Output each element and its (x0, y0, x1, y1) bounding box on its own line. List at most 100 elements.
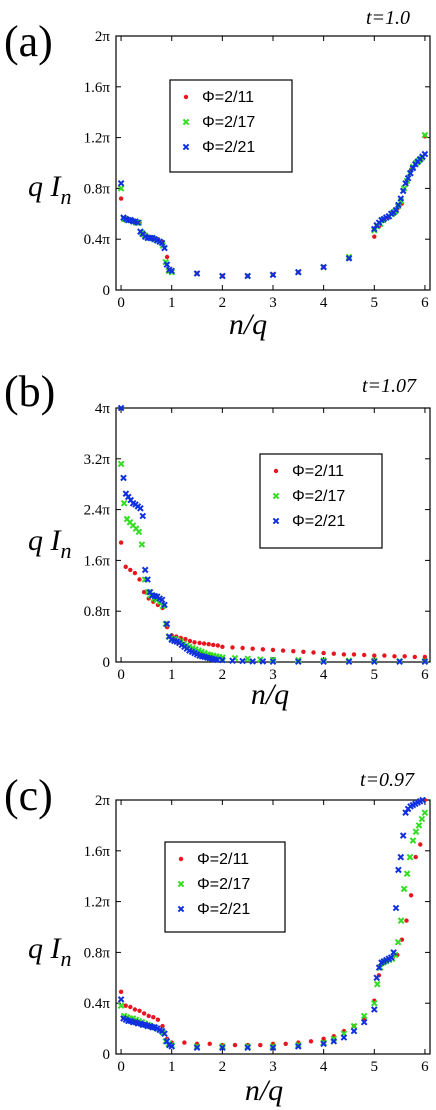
panel-a-point-series-3 (134, 219, 142, 227)
panel-b-point-series-1 (280, 648, 286, 653)
panel-b-point-series-3 (370, 658, 378, 666)
panel-a-point-series-3 (161, 244, 168, 252)
panel-a: (a) t=1.0 q In n/q 0 1 2 3 4 5 6 0 0.4π 0.8π 1.2π 1… (4, 7, 431, 341)
panel-c-ytick-label: 0 (103, 1047, 111, 1063)
panel-a-point-series-3 (395, 201, 402, 209)
panel-b-point-series-3 (213, 656, 221, 664)
panel-c-point-series-1 (207, 1041, 212, 1047)
panel-a-legend-items: Φ=2/11 Φ=2/17 Φ=2/21 (182, 89, 255, 156)
panel-a-legend-box (169, 79, 293, 173)
panel-c-ylabel: q In (28, 932, 72, 971)
panel-c-point-series-3 (395, 866, 402, 874)
panel-b-point-series-3 (144, 576, 151, 583)
panel-b-point-series-3 (345, 658, 353, 666)
panel-b-xtick-label: 6 (421, 667, 429, 683)
panel-b-point-series-1 (230, 645, 235, 650)
panel-a-point-series-3 (158, 239, 166, 247)
panel-b-point-series-3 (158, 596, 166, 604)
panel-b-point-series-3 (259, 658, 267, 665)
panel-a-point-series-2 (117, 185, 125, 192)
panel-b-point-series-2 (117, 460, 125, 468)
panel-a-point-series-3 (219, 272, 226, 280)
panel-c-point-series-3 (340, 1034, 348, 1041)
panel-a-point-series-3 (269, 271, 277, 279)
panel-c-title: t=0.97 (360, 769, 415, 791)
panel-c-point-series-2 (360, 1012, 368, 1020)
panel-b-letter: (b) (4, 367, 55, 416)
panel-b-point-series-2 (120, 499, 128, 507)
panel-b-ytick-label: 2.4π (84, 503, 111, 519)
panel-c-point-series-3 (320, 1040, 327, 1048)
panel-c-legend-label-1: Φ=2/11 (197, 851, 249, 868)
panel-a-point-series-1 (372, 234, 377, 239)
panel-b-point-series-1 (137, 577, 142, 582)
panel-c-point-series-3 (390, 949, 397, 956)
panel-c-point-series-3 (269, 1044, 277, 1052)
panel-c-ylabel-main: q I (28, 932, 63, 965)
panel-c-point-series-2 (350, 1022, 358, 1030)
panel-b-ytick-label: 1.6π (84, 553, 111, 569)
panel-c-point-series-1 (283, 1041, 288, 1047)
panel-c-point-series-2 (403, 870, 411, 878)
panel-c-xtick-label: 3 (269, 1059, 277, 1075)
panel-c-point-series-2 (421, 809, 429, 817)
panel-a-point-series-3 (392, 206, 400, 214)
panel-c-legend-label-2: Φ=2/17 (197, 876, 250, 893)
panel-a-point-series-1 (118, 196, 124, 201)
panel-b-point-series-1 (291, 649, 296, 654)
panel-b-point-series-1 (422, 654, 428, 660)
panel-c-point-series-1 (418, 842, 423, 847)
panel-c: (c) t=0.97 q In n/q 0 1 2 3 4 5 6 0 0.4π 0.8π 1.2π… (4, 769, 431, 1107)
panel-b-point-series-1 (206, 642, 211, 647)
panel-c-point-series-3 (370, 1006, 378, 1013)
panel-a-xtick-label: 6 (421, 295, 429, 311)
panel-b-ytick-label: 0.8π (84, 604, 111, 620)
panel-b-point-series-2 (294, 656, 302, 664)
panel-c-ytick-label: 2π (95, 793, 111, 809)
panel-b-xtick-label: 2 (219, 667, 227, 683)
panel-a-ytick-label: 0.4π (84, 232, 111, 248)
panel-b-point-series-1 (211, 642, 216, 648)
panel-c-legend-marker-1 (178, 856, 184, 862)
panel-b-point-series-1 (118, 540, 124, 545)
panel-c-point-series-1 (258, 1042, 263, 1048)
panel-a-legend-marker-2 (182, 118, 190, 126)
panel-b-ytick-label: 3.2π (84, 452, 111, 468)
panel-b-point-series-3 (117, 404, 125, 412)
panel-a-point-series-3 (399, 187, 407, 195)
panel-c-xtick-label: 6 (421, 1059, 429, 1075)
panel-a-point-series-3 (407, 169, 414, 177)
panel-a-legend-label-1: Φ=2/11 (202, 89, 254, 106)
panel-c-point-series-2 (415, 822, 423, 829)
panel-b-point-series-1 (192, 640, 197, 645)
panel-b-point-series-1 (128, 567, 133, 573)
panel-a-xtick-label: 1 (168, 295, 176, 311)
panel-a-ytick-label: 0.8π (84, 181, 111, 197)
panel-b-point-series-1 (183, 636, 188, 642)
panel-a-point-series-3 (244, 272, 252, 280)
panel-a-ytick-label: 0 (103, 283, 111, 299)
panel-c-point-series-3 (294, 1043, 302, 1050)
panel-a-ylabel-main: q I (28, 170, 63, 203)
panel-b-point-series-3 (161, 601, 168, 609)
panel-b-legend-marker-1 (273, 468, 279, 474)
panel-a-point-series-2 (421, 131, 429, 139)
panel-b-point-series-1 (201, 641, 207, 646)
panel-b-point-series-1 (123, 564, 128, 569)
panel-c-legend-box (164, 841, 286, 933)
panel-c-point-series-2 (394, 938, 402, 946)
panel-b-xlabel: n/q (251, 678, 289, 711)
panel-c-ylabel-sub: n (61, 946, 72, 971)
panel-b-point-series-2 (135, 528, 143, 536)
panel-c-legend-items: Φ=2/11 Φ=2/17 Φ=2/21 (177, 851, 250, 918)
panel-b-point-series-1 (215, 643, 220, 648)
panel-c-point-series-1 (132, 1007, 138, 1012)
panel-b-point-series-2 (269, 656, 277, 664)
panel-b-legend-items: Φ=2/11 Φ=2/17 Φ=2/21 (272, 463, 345, 530)
panel-b-point-series-1 (250, 646, 255, 651)
panel-b-legend: Φ=2/11 Φ=2/17 Φ=2/21 (259, 453, 383, 549)
panel-a-xtick-label: 5 (371, 295, 379, 311)
panel-c-point-series-3 (373, 974, 381, 982)
panel-c-point-series-1 (308, 1039, 314, 1044)
